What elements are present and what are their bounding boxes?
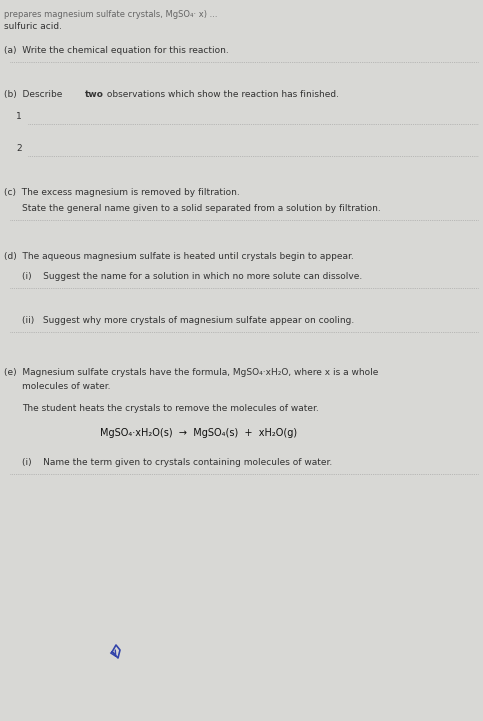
Text: MgSO₄·xH₂O(s)  →  MgSO₄(s)  +  xH₂O(g): MgSO₄·xH₂O(s) → MgSO₄(s) + xH₂O(g) <box>100 428 297 438</box>
Text: 2: 2 <box>16 144 22 153</box>
Text: State the general name given to a solid separated from a solution by filtration.: State the general name given to a solid … <box>22 204 381 213</box>
Text: (b)  Describe: (b) Describe <box>4 90 65 99</box>
Text: (ii)   Suggest why more crystals of magnesium sulfate appear on cooling.: (ii) Suggest why more crystals of magnes… <box>22 316 354 325</box>
Text: (c)  The excess magnesium is removed by filtration.: (c) The excess magnesium is removed by f… <box>4 188 240 197</box>
Text: two: two <box>85 90 104 99</box>
Text: observations which show the reaction has finished.: observations which show the reaction has… <box>104 90 339 99</box>
Text: The student heats the crystals to remove the molecules of water.: The student heats the crystals to remove… <box>22 404 319 413</box>
Text: (i)    Name the term given to crystals containing molecules of water.: (i) Name the term given to crystals cont… <box>22 458 332 467</box>
Text: (e)  Magnesium sulfate crystals have the formula, MgSO₄·xH₂O, where x is a whole: (e) Magnesium sulfate crystals have the … <box>4 368 378 377</box>
Text: (d)  The aqueous magnesium sulfate is heated until crystals begin to appear.: (d) The aqueous magnesium sulfate is hea… <box>4 252 354 261</box>
Text: sulfuric acid.: sulfuric acid. <box>4 22 62 31</box>
Text: prepares magnesium sulfate crystals, MgSO₄· x) ...: prepares magnesium sulfate crystals, MgS… <box>4 10 217 19</box>
Text: (i)    Suggest the name for a solution in which no more solute can dissolve.: (i) Suggest the name for a solution in w… <box>22 272 362 281</box>
Text: (a)  Write the chemical equation for this reaction.: (a) Write the chemical equation for this… <box>4 46 229 55</box>
Text: molecules of water.: molecules of water. <box>22 382 111 391</box>
Text: 1: 1 <box>16 112 22 121</box>
